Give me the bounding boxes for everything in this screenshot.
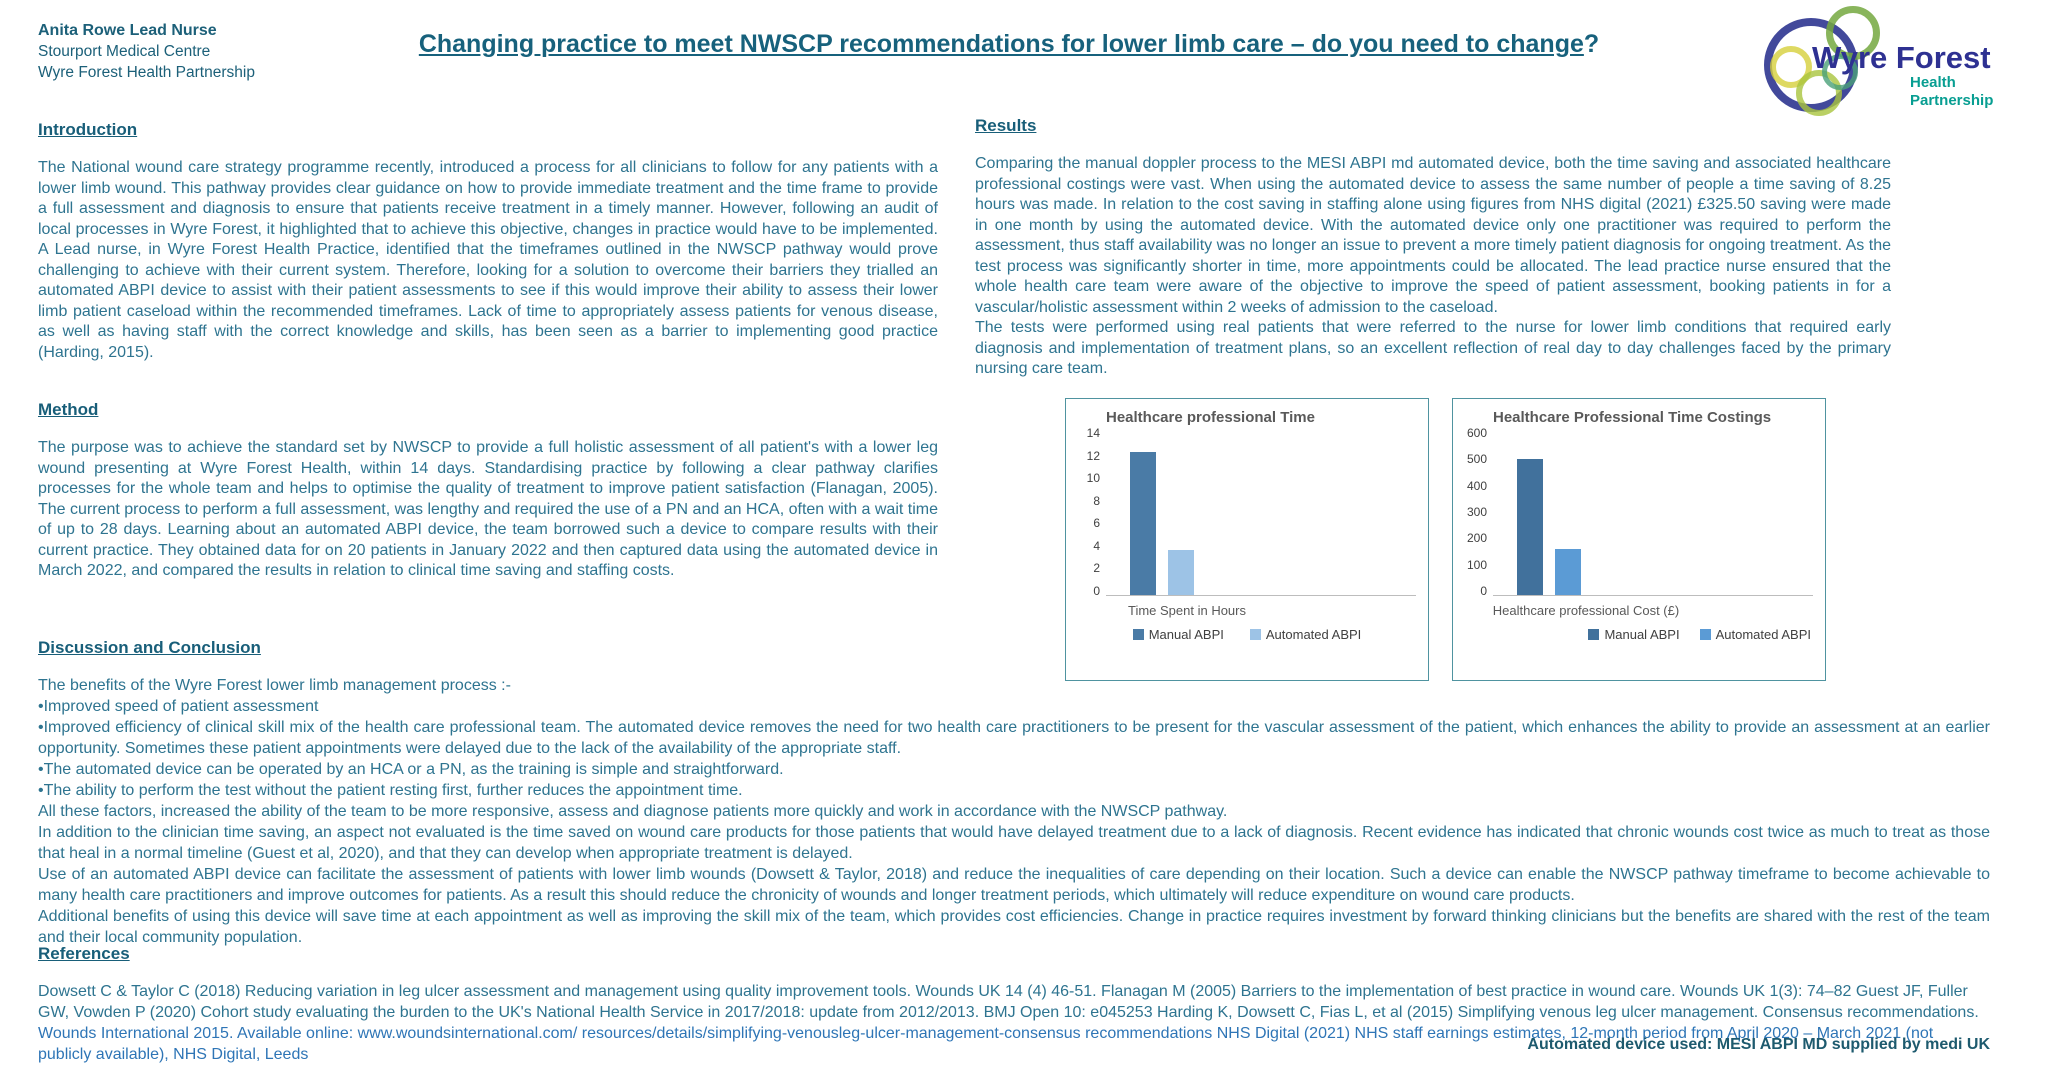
references-heading: References <box>38 944 130 963</box>
device-footnote: Automated device used: MESI ABPI MD supp… <box>1527 1036 1990 1053</box>
results-section: Results Comparing the manual doppler pro… <box>975 116 1891 380</box>
references-section: References Dowsett C & Taylor C (2018) R… <box>38 944 1990 1065</box>
introduction-section: Introduction The National wound care str… <box>38 120 938 363</box>
legend-swatch <box>1132 629 1144 640</box>
poster-title: Changing practice to meet NWSCP recommen… <box>300 30 1718 59</box>
y-tick-label: 6 <box>1093 516 1100 531</box>
chart-healthcare-professional-time-costings: Healthcare Professional Time Costings 60… <box>1452 398 1826 681</box>
introduction-body: The National wound care strategy program… <box>38 159 938 361</box>
legend-label: Automated ABPI <box>1265 627 1362 642</box>
results-heading: Results <box>975 116 1037 135</box>
method-body: The purpose was to achieve the standard … <box>38 439 938 579</box>
y-tick-label: 500 <box>1466 452 1487 467</box>
legend-item: Automated ABPI <box>1699 627 1811 642</box>
poster-title-suffix: ? <box>1583 30 1600 58</box>
logo-ring-teal <box>1822 54 1858 90</box>
legend-label: Automated ABPI <box>1715 627 1811 642</box>
chart-legend: Manual ABPI Automated ABPI <box>1066 627 1428 642</box>
method-heading: Method <box>38 400 99 419</box>
legend-swatch <box>1249 629 1261 640</box>
y-tick-label: 400 <box>1466 478 1487 493</box>
logo-ring-green <box>1826 6 1880 60</box>
plot-area <box>1493 428 1813 596</box>
logo-sub-health: Health <box>1910 74 1956 91</box>
y-tick-label: 8 <box>1093 493 1100 508</box>
legend-item: Manual ABPI <box>1588 627 1680 642</box>
y-tick-label: 100 <box>1466 557 1487 572</box>
author-org1: Stourport Medical Centre <box>38 43 211 60</box>
results-paragraph-1: Comparing the manual doppler process to … <box>975 155 1891 316</box>
discussion-line: Additional benefits of using this device… <box>38 908 1990 946</box>
bar-manual-abpi <box>1130 451 1156 595</box>
results-paragraph-2: The tests were performed using real pati… <box>975 319 1891 377</box>
discussion-line: Use of an automated ABPI device can faci… <box>38 866 1990 904</box>
method-section: Method The purpose was to achieve the st… <box>38 400 938 582</box>
y-tick-label: 300 <box>1466 504 1487 519</box>
legend-item: Manual ABPI <box>1132 627 1224 642</box>
y-tick-label: 0 <box>1480 583 1487 598</box>
discussion-line: In addition to the clinician time saving… <box>38 824 1990 862</box>
bar-manual-abpi <box>1517 458 1543 595</box>
discussion-section: Discussion and Conclusion The benefits o… <box>38 638 1990 948</box>
x-category-label: Time Spent in Hours <box>1127 603 1246 618</box>
logo-ring-lime <box>1796 70 1842 116</box>
discussion-bullet: •Improved speed of patient assessment <box>38 698 319 715</box>
author-org2: Wyre Forest Health Partnership <box>38 64 255 81</box>
logo-wordmark: Wyre Forest <box>1812 40 1991 75</box>
legend-swatch <box>1699 629 1711 640</box>
plot-area <box>1106 428 1416 596</box>
chart-title: Healthcare professional Time <box>1106 409 1315 426</box>
y-tick-label: 4 <box>1093 538 1100 553</box>
discussion-line: All these factors, increased the ability… <box>38 803 1228 820</box>
discussion-bullet: •The ability to perform the test without… <box>38 782 743 799</box>
y-tick-label: 200 <box>1466 531 1487 546</box>
wyre-forest-logo: Wyre Forest Health Partnership <box>1762 6 2024 126</box>
chart-legend: Manual ABPI Automated ABPI <box>1453 627 1825 642</box>
legend-label: Manual ABPI <box>1148 627 1224 642</box>
chart-title: Healthcare Professional Time Costings <box>1493 409 1772 426</box>
y-axis-ticks: 14 12 10 8 6 4 2 0 <box>1074 426 1106 598</box>
discussion-line: The benefits of the Wyre Forest lower li… <box>38 677 511 694</box>
y-tick-label: 12 <box>1086 448 1100 463</box>
bar-automated-abpi <box>1168 550 1194 595</box>
references-text: Dowsett C & Taylor C (2018) Reducing var… <box>38 983 1979 1021</box>
logo-ring-yellow <box>1770 46 1812 88</box>
x-category-label: Healthcare professional Cost (£) <box>1492 603 1680 618</box>
discussion-bullet: •Improved efficiency of clinical skill m… <box>38 719 1990 757</box>
y-axis-ticks: 600 500 400 300 200 100 0 <box>1461 426 1493 598</box>
poster-title-text: Changing practice to meet NWSCP recommen… <box>418 30 1584 58</box>
author-block: Anita Rowe Lead Nurse Stourport Medical … <box>38 20 255 83</box>
legend-swatch <box>1588 629 1600 640</box>
y-tick-label: 0 <box>1093 583 1100 598</box>
author-name: Anita Rowe Lead Nurse <box>38 22 217 39</box>
logo-sub-partnership: Partnership <box>1910 92 1994 109</box>
references-link-text: Wounds International 2015. Available onl… <box>38 1025 1934 1063</box>
chart-healthcare-professional-time: Healthcare professional Time 14 12 10 8 6 4 2 0… <box>1065 398 1429 681</box>
y-tick-label: 600 <box>1466 426 1487 440</box>
y-tick-label: 10 <box>1086 471 1100 486</box>
legend-label: Manual ABPI <box>1604 627 1680 642</box>
y-tick-label: 14 <box>1086 426 1100 440</box>
discussion-heading: Discussion and Conclusion <box>38 638 261 657</box>
bar-automated-abpi <box>1555 549 1581 595</box>
discussion-bullet: •The automated device can be operated by… <box>38 761 784 778</box>
y-tick-label: 2 <box>1093 561 1100 576</box>
legend-item: Automated ABPI <box>1249 627 1362 642</box>
introduction-heading: Introduction <box>38 120 138 139</box>
